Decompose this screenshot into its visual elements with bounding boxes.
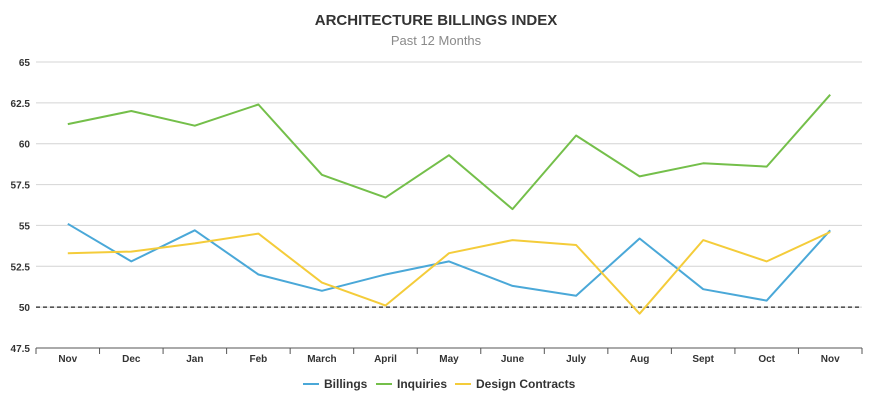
series-line-design-contracts — [67, 231, 831, 315]
series-layer — [67, 94, 831, 315]
grid-layer — [35, 61, 863, 354]
series-line-inquiries — [67, 94, 831, 211]
y-tick-label: 62.5 — [11, 99, 31, 110]
x-tick-label: Nov — [821, 354, 840, 365]
x-tick-label: April — [374, 354, 397, 365]
x-tick-label: March — [307, 354, 336, 365]
x-tick-label: May — [439, 354, 459, 365]
x-tick-label: Oct — [758, 354, 775, 365]
legend-item[interactable]: Design Contracts — [476, 377, 576, 391]
y-axis-ticks: 47.5 50 52.5 55 57.5 60 62.5 65 — [11, 58, 31, 355]
x-tick-label: Aug — [630, 354, 649, 365]
legend: Billings Inquiries Design Contracts — [303, 377, 576, 391]
x-tick-label: Feb — [249, 354, 267, 365]
chart-title: ARCHITECTURE BILLINGS INDEX — [315, 12, 558, 29]
y-tick-label: 60 — [19, 140, 31, 151]
y-tick-label: 52.5 — [11, 262, 31, 273]
x-tick-label: Jan — [186, 354, 203, 365]
chart-subtitle: Past 12 Months — [391, 33, 482, 48]
y-tick-label: 65 — [19, 58, 31, 69]
x-axis-ticks: Nov Dec Jan Feb March April May June July Aug Sept… — [58, 354, 840, 365]
y-tick-label: 57.5 — [11, 181, 31, 192]
legend-item[interactable]: Billings — [324, 377, 368, 391]
x-tick-label: July — [566, 354, 586, 365]
series-line-billings — [67, 222, 831, 302]
x-tick-label: Nov — [58, 354, 77, 365]
x-tick-label: June — [501, 354, 525, 365]
legend-item[interactable]: Inquiries — [397, 377, 447, 391]
y-tick-label: 55 — [19, 221, 31, 232]
x-tick-label: Dec — [122, 354, 141, 365]
x-tick-label: Sept — [692, 354, 714, 365]
y-tick-label: 50 — [19, 303, 31, 314]
y-tick-label: 47.5 — [11, 344, 31, 355]
